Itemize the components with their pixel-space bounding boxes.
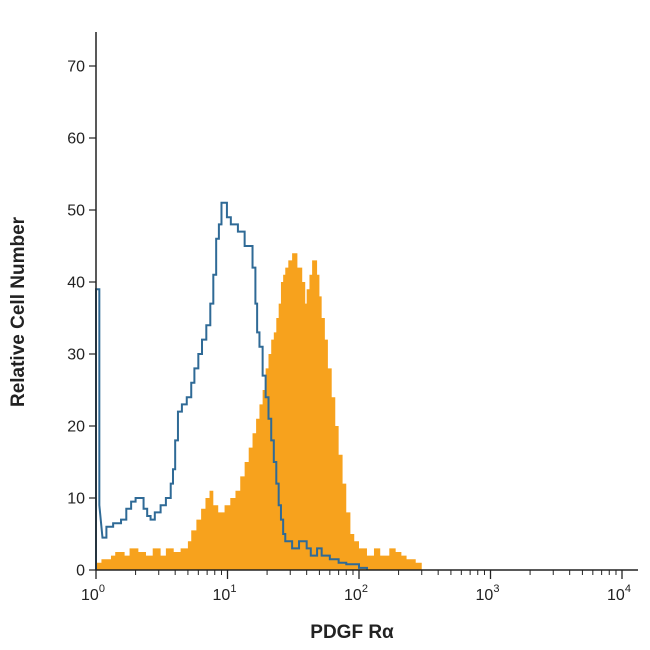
x-tick-label: 102 (344, 583, 368, 604)
y-tick-label: 0 (76, 563, 85, 580)
y-tick-label: 70 (67, 59, 85, 76)
y-tick-label: 20 (67, 419, 85, 436)
x-tick-label: 103 (476, 583, 500, 604)
y-axis-title: Relative Cell Number (8, 216, 29, 407)
x-tick-label: 104 (607, 583, 631, 604)
y-tick-label: 60 (67, 131, 85, 148)
x-tick-label: 100 (81, 583, 105, 604)
y-tick-label: 50 (67, 203, 85, 220)
x-ticks: 100 101 102 103 104 (81, 570, 631, 604)
y-tick-label: 10 (67, 491, 85, 508)
control-histogram-outline-0 (95, 201, 368, 570)
x-tick-label: 101 (213, 583, 237, 604)
sample-histogram-filled-1 (96, 253, 422, 570)
series-layer (95, 201, 422, 570)
y-tick-label: 30 (67, 347, 85, 364)
axes-layer (95, 32, 638, 571)
x-axis-title: PDGF Rα (310, 622, 394, 643)
y-tick-label: 40 (67, 275, 85, 292)
y-ticks: 0 10 20 30 40 50 60 70 (67, 59, 96, 580)
